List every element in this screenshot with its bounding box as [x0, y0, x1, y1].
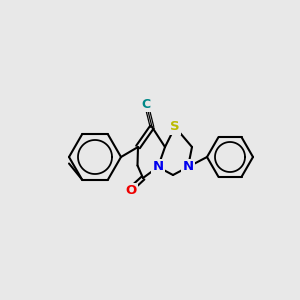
- Text: S: S: [170, 121, 180, 134]
- Text: O: O: [125, 184, 136, 197]
- Text: N: N: [152, 160, 164, 173]
- Text: C: C: [141, 98, 151, 112]
- Text: N: N: [182, 160, 194, 173]
